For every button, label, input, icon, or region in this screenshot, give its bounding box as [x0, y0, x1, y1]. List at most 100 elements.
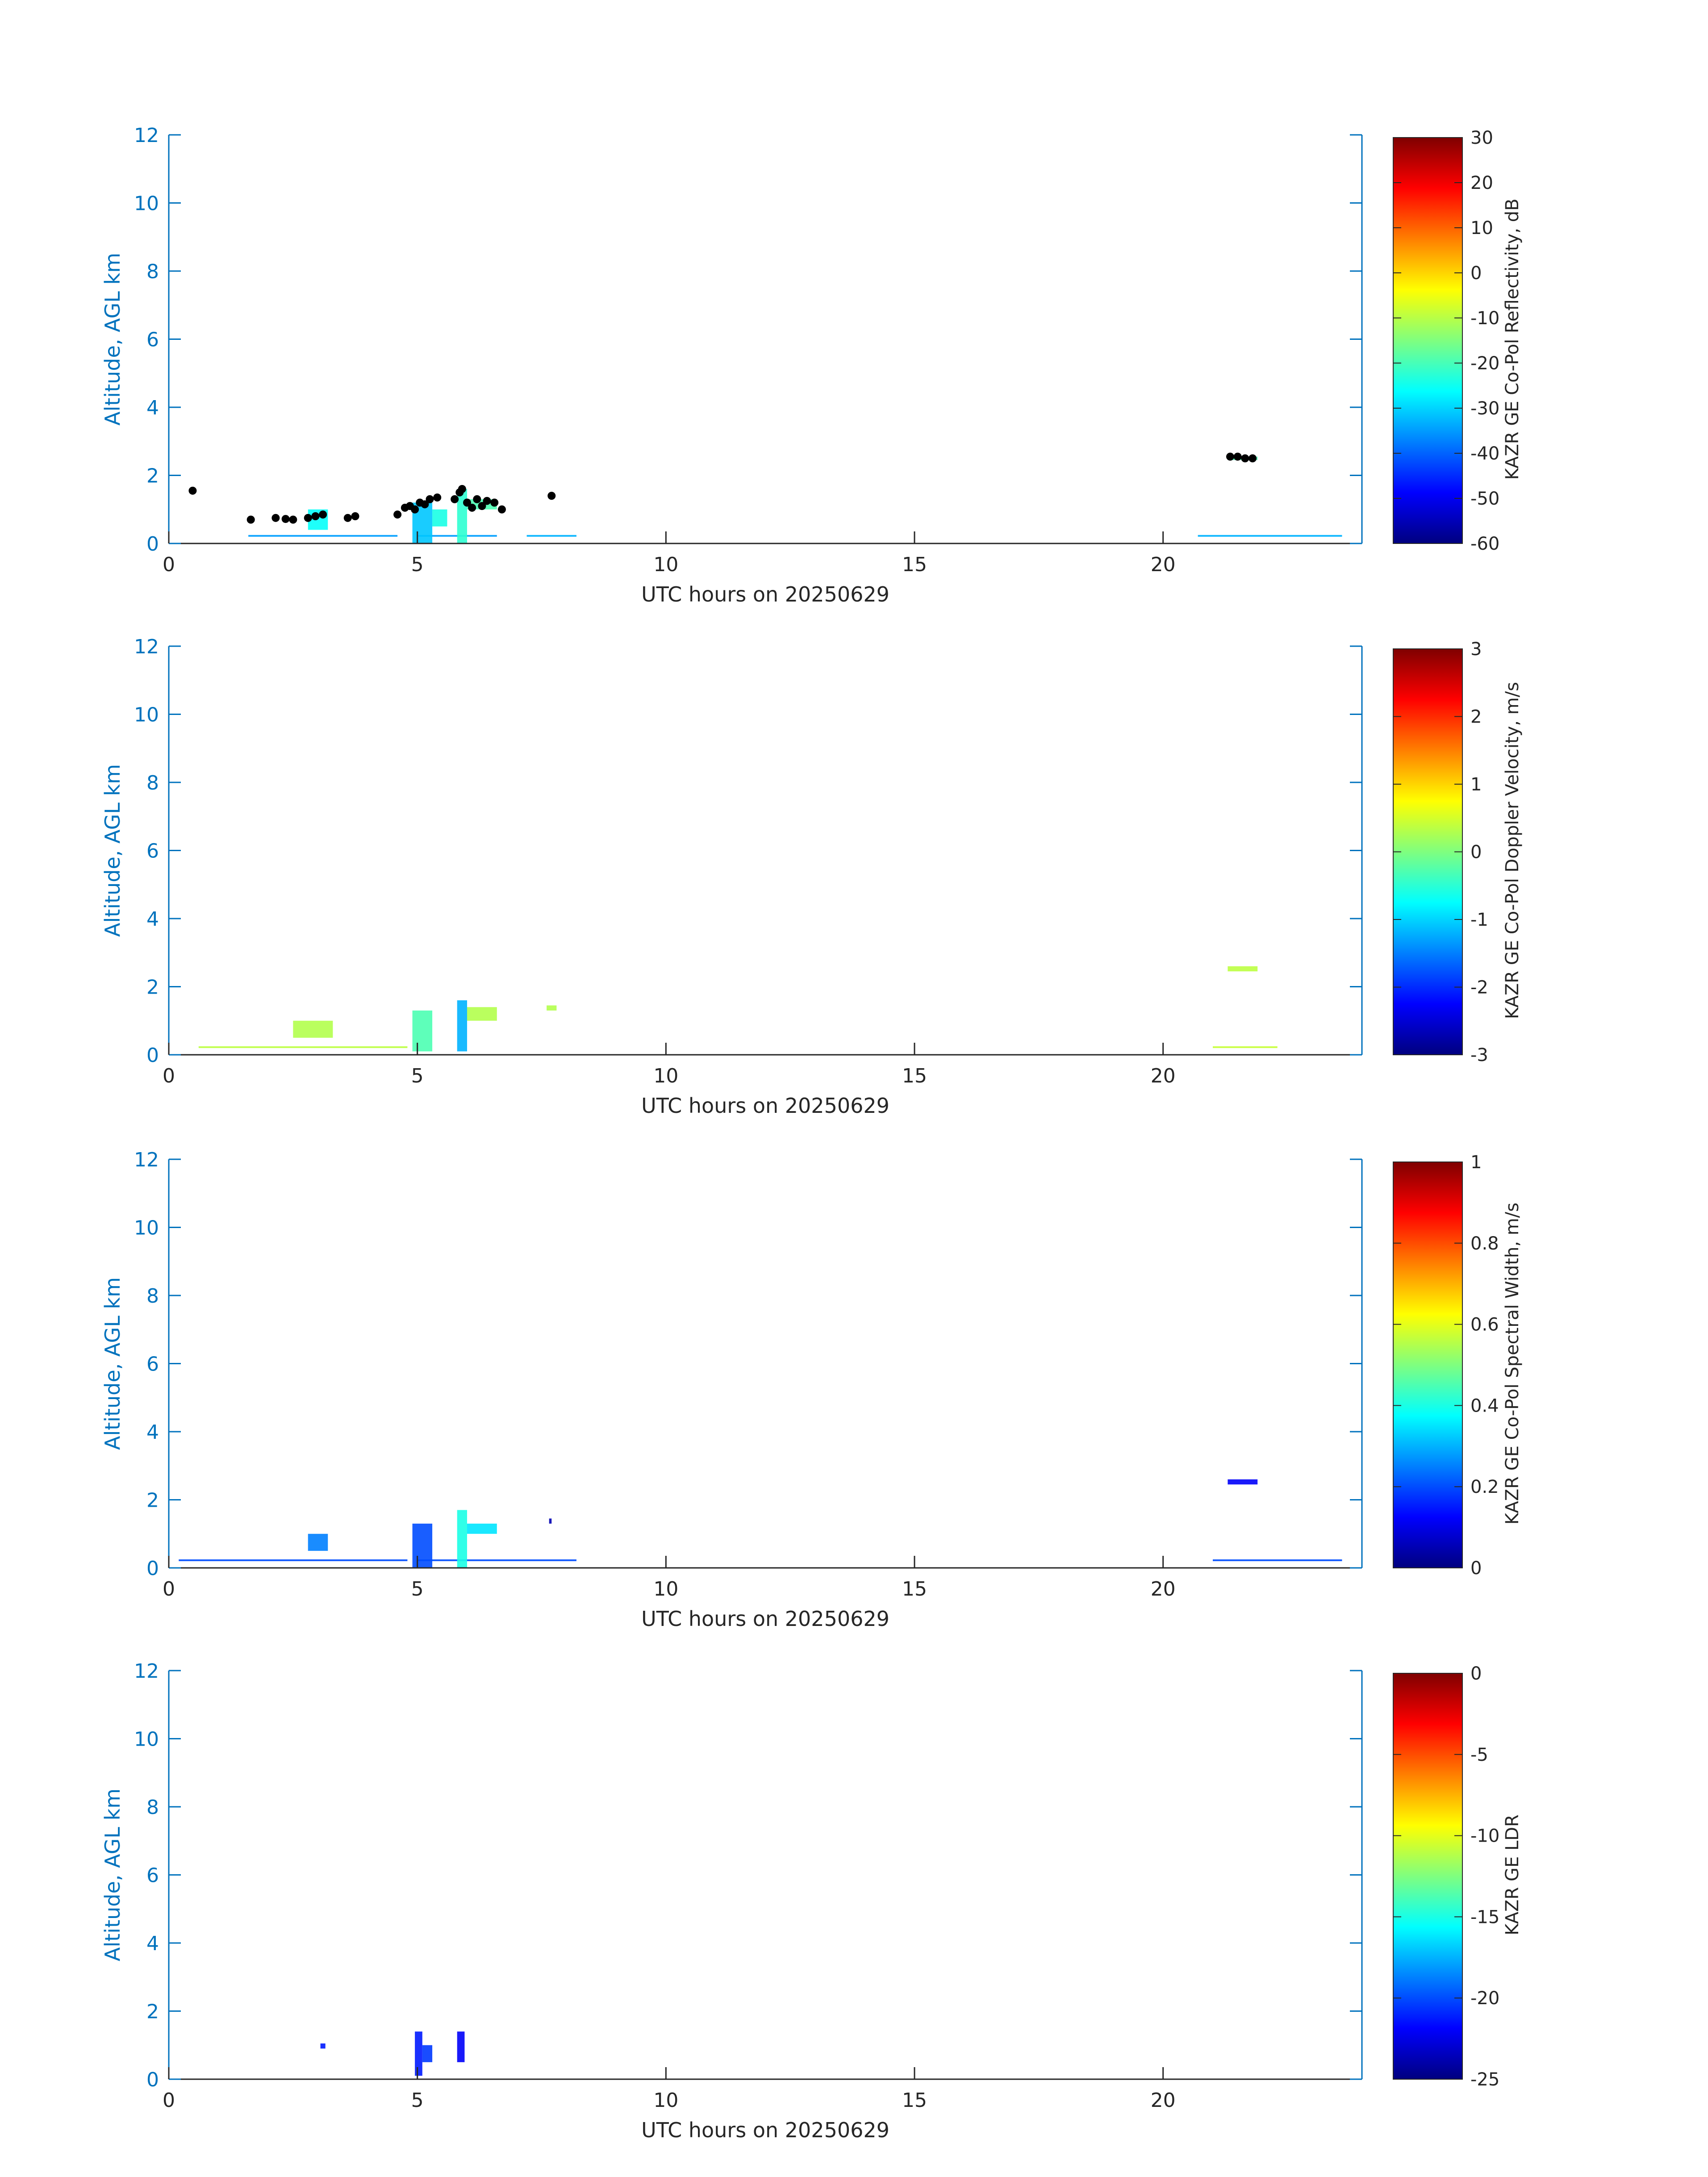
colorbar-tick-label: -60: [1470, 534, 1499, 554]
colorbar-tick-label: 0.8: [1470, 1233, 1499, 1254]
x-axis-label: UTC hours on 20250629: [641, 1607, 889, 1631]
x-axis-label: UTC hours on 20250629: [641, 2118, 889, 2142]
overlay-point: [483, 497, 491, 505]
colorbar-tick-label: 0.6: [1470, 1315, 1499, 1335]
y-tick-label: 10: [134, 704, 159, 727]
x-tick-label: 10: [653, 553, 678, 576]
radar-echo: [320, 2043, 326, 2049]
colorbar: 0 0.2 0.4 0.6 0.8 1 KAZR GE Co-Pol Spectral Wi…: [1393, 1152, 1523, 1579]
radar-echo: [1228, 966, 1258, 972]
radar-echo: [549, 1518, 552, 1524]
radar-echo: [248, 535, 398, 537]
colorbar-tick-label: -10: [1470, 1826, 1499, 1847]
colorbar-tick-label: -30: [1470, 398, 1499, 419]
radar-echo: [457, 2031, 465, 2062]
colorbar-label: KAZR GE Co-Pol Spectral Width, m/s: [1502, 1203, 1523, 1525]
radar-echo: [179, 1559, 408, 1561]
y-tick-label: 0: [146, 1044, 159, 1067]
overlay-point: [421, 500, 429, 509]
x-tick-label: 15: [902, 553, 927, 576]
radar-echo: [457, 489, 467, 543]
colorbar-tick-label: 20: [1470, 173, 1493, 193]
radar-echo: [198, 1046, 408, 1048]
x-tick-label: 5: [411, 1578, 424, 1600]
x-tick-label: 20: [1151, 1065, 1176, 1087]
colorbar-gradient: [1393, 1673, 1463, 2080]
y-tick-label: 12: [134, 1660, 159, 1683]
y-tick-label: 4: [146, 1932, 159, 1955]
overlay-point: [304, 514, 312, 522]
x-tick-label: 0: [163, 1578, 175, 1600]
colorbar-tick-label: 3: [1470, 639, 1482, 660]
radar-echoes: [248, 456, 1342, 543]
overlay-point: [1241, 454, 1249, 463]
colorbar-label: KAZR GE Co-Pol Reflectivity, dB: [1502, 199, 1523, 480]
overlay-point: [468, 503, 476, 512]
y-tick-label: 10: [134, 1728, 159, 1751]
y-tick-label: 2: [146, 1489, 159, 1512]
colorbar-tick-label: -1: [1470, 910, 1488, 930]
radar-echo: [422, 2045, 433, 2062]
x-tick-label: 10: [653, 1578, 678, 1600]
overlay-point: [393, 510, 402, 519]
radar-echo: [1213, 1046, 1278, 1048]
y-tick-label: 0: [146, 533, 159, 556]
y-tick-label: 12: [134, 1149, 159, 1171]
y-tick-label: 6: [146, 840, 159, 863]
overlay-point: [311, 512, 320, 520]
colorbar-gradient: [1393, 1162, 1463, 1568]
radar-echo: [1228, 1479, 1258, 1485]
overlay-point: [271, 514, 280, 522]
colorbar-tick-label: 2: [1470, 707, 1482, 727]
y-tick-label: 12: [134, 124, 159, 147]
overlay-point: [343, 514, 352, 522]
colorbar-tick-label: -5: [1470, 1745, 1488, 1765]
colorbar-tick-label: 0.4: [1470, 1396, 1499, 1416]
colorbar-tick-label: -20: [1470, 1988, 1499, 2009]
panel-4: 0 2 4 6 8 10 12 0 5 10 15 20 UTC hours on 20250629 Al…: [100, 1660, 1523, 2142]
radar-echo: [308, 1534, 328, 1551]
overlay-point: [478, 502, 486, 510]
y-tick-label: 6: [146, 1353, 159, 1376]
y-tick-label: 6: [146, 329, 159, 351]
y-tick-label: 4: [146, 1421, 159, 1444]
x-tick-label: 10: [653, 2089, 678, 2112]
y-axis-label: Altitude, AGL km: [100, 764, 125, 937]
radar-echo: [412, 1523, 433, 1568]
x-tick-label: 20: [1151, 1578, 1176, 1600]
y-axis-label: Altitude, AGL km: [100, 1277, 125, 1450]
overlay-point: [281, 515, 290, 523]
y-tick-label: 4: [146, 908, 159, 931]
colorbar-tick-label: 10: [1470, 218, 1493, 238]
overlay-point: [411, 505, 419, 514]
y-tick-label: 2: [146, 465, 159, 488]
radar-echo: [467, 1523, 497, 1534]
radar-echo: [526, 535, 576, 537]
colorbar-tick-label: 0: [1470, 1558, 1482, 1579]
radar-echoes: [198, 966, 1278, 1052]
y-tick-label: 8: [146, 1796, 159, 1819]
x-tick-label: 20: [1151, 553, 1176, 576]
radar-echo: [547, 1005, 557, 1011]
colorbar: -3 -2 -1 0 1 2 3 KAZR GE Co-Pol Doppler Velocit…: [1393, 639, 1523, 1066]
colorbar-tick-label: -50: [1470, 489, 1499, 509]
radar-echo: [293, 1020, 333, 1038]
x-tick-label: 15: [902, 1578, 927, 1600]
x-tick-label: 20: [1151, 2089, 1176, 2112]
y-tick-label: 8: [146, 772, 159, 794]
overlay-point: [289, 515, 297, 524]
overlay-point: [351, 512, 359, 520]
colorbar-tick-label: -25: [1470, 2069, 1499, 2090]
colorbar-gradient: [1393, 648, 1463, 1055]
colorbar-tick-label: -2: [1470, 978, 1488, 998]
x-tick-label: 0: [163, 2089, 175, 2112]
overlay-point: [451, 495, 459, 503]
y-tick-label: 8: [146, 1285, 159, 1308]
radar-echo: [467, 1007, 497, 1021]
overlay-point: [1233, 452, 1242, 461]
radar-echo: [1213, 1559, 1342, 1561]
x-tick-label: 0: [163, 553, 175, 576]
overlay-point: [1226, 452, 1234, 461]
